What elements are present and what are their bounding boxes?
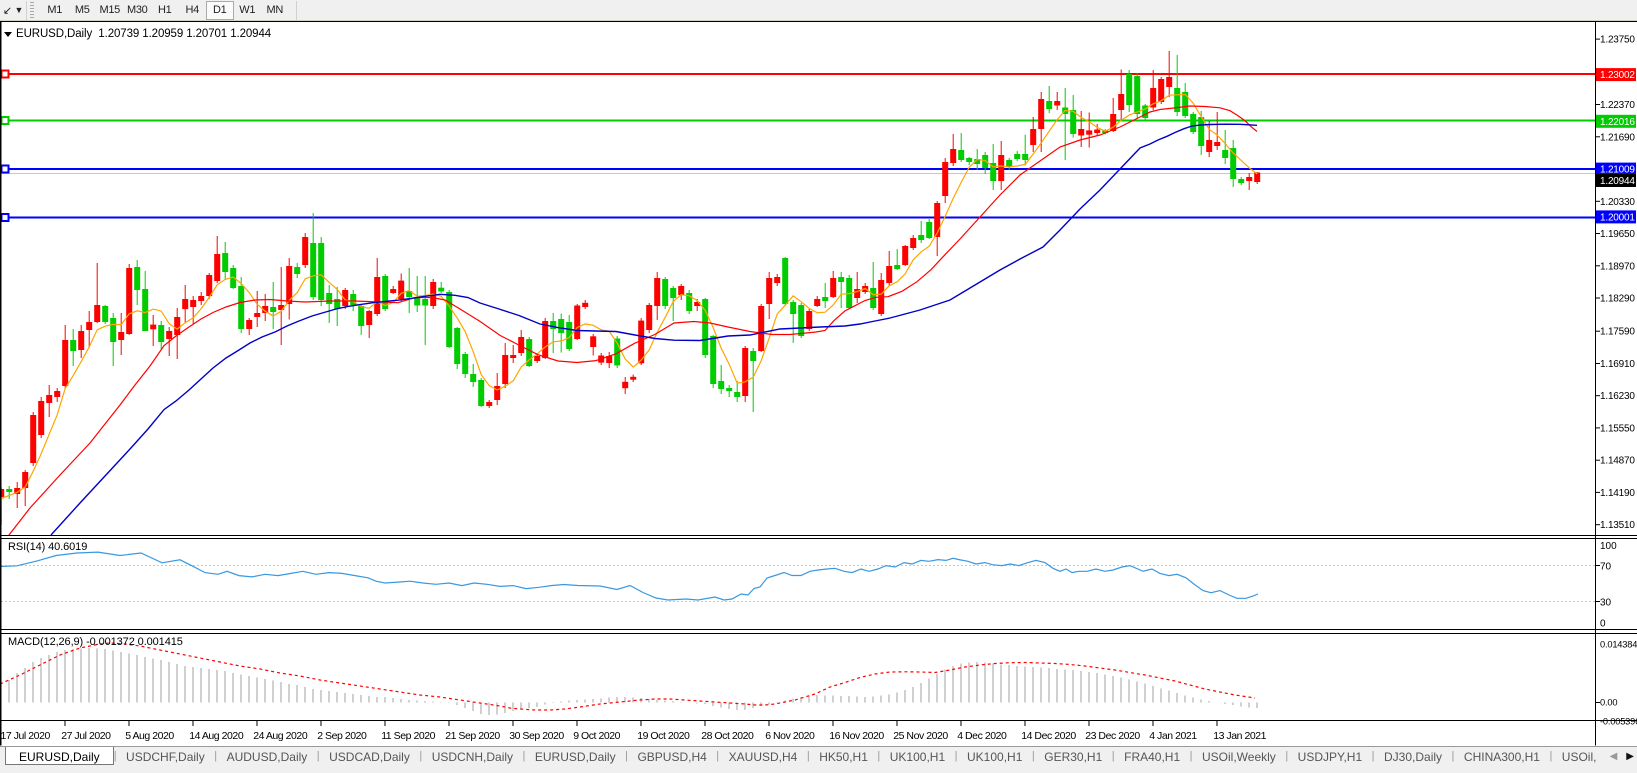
svg-text:24 Aug 2020: 24 Aug 2020 [253,730,308,742]
svg-text:1.14190: 1.14190 [1600,488,1635,499]
svg-text:70: 70 [1600,562,1612,573]
svg-text:17 Jul 2020: 17 Jul 2020 [1,730,51,742]
svg-text:13 Jan 2021: 13 Jan 2021 [1213,730,1266,742]
svg-text:23 Dec 2020: 23 Dec 2020 [1085,730,1140,742]
svg-text:1.22370: 1.22370 [1600,100,1635,111]
svg-text:0.00: 0.00 [1600,698,1617,708]
svg-text:4 Jan 2021: 4 Jan 2021 [1149,730,1197,742]
svg-text:1.16230: 1.16230 [1600,391,1635,402]
svg-text:1.23750: 1.23750 [1600,35,1635,46]
svg-text:1.20001: 1.20001 [1600,212,1635,223]
svg-text:1.17590: 1.17590 [1600,327,1635,338]
svg-text:1.22016: 1.22016 [1600,117,1635,128]
svg-text:-0.005396: -0.005396 [1600,717,1637,727]
svg-text:2 Sep 2020: 2 Sep 2020 [317,730,367,742]
svg-text:25 Nov 2020: 25 Nov 2020 [893,730,948,742]
svg-text:MACD(12,26,9) -0.001372 0.0014: MACD(12,26,9) -0.001372 0.001415 [8,636,183,648]
svg-text:1.14870: 1.14870 [1600,456,1635,467]
svg-text:1.18290: 1.18290 [1600,294,1635,305]
svg-text:19 Oct 2020: 19 Oct 2020 [637,730,690,742]
svg-text:5 Aug 2020: 5 Aug 2020 [125,730,174,742]
svg-text:RSI(14) 40.6019: RSI(14) 40.6019 [8,541,87,553]
svg-text:1.18970: 1.18970 [1600,261,1635,272]
svg-text:1.15550: 1.15550 [1600,423,1635,434]
svg-text:EURUSD,Daily 1.20739 1.20959: EURUSD,Daily 1.20739 1.20959 1.20701 1.2… [16,28,272,40]
svg-text:14 Aug 2020: 14 Aug 2020 [189,730,244,742]
svg-text:1.20944: 1.20944 [1600,176,1635,187]
svg-text:30 Sep 2020: 30 Sep 2020 [509,730,564,742]
svg-text:1.19650: 1.19650 [1600,229,1635,240]
svg-text:16 Nov 2020: 16 Nov 2020 [829,730,884,742]
svg-text:11 Sep 2020: 11 Sep 2020 [381,730,435,742]
svg-text:1.21009: 1.21009 [1600,165,1635,176]
svg-text:0.014384: 0.014384 [1600,640,1637,650]
svg-text:1.20330: 1.20330 [1600,197,1635,208]
svg-text:21 Sep 2020: 21 Sep 2020 [445,730,500,742]
svg-text:14 Dec 2020: 14 Dec 2020 [1021,730,1076,742]
svg-text:100: 100 [1600,541,1617,552]
svg-text:1.16910: 1.16910 [1600,359,1635,370]
svg-text:4 Dec 2020: 4 Dec 2020 [957,730,1007,742]
svg-text:1.23002: 1.23002 [1600,70,1635,81]
svg-text:28 Oct 2020: 28 Oct 2020 [701,730,754,742]
svg-text:1.13510: 1.13510 [1600,520,1635,531]
svg-text:30: 30 [1600,598,1612,609]
svg-text:1.21690: 1.21690 [1600,132,1635,143]
svg-text:0: 0 [1600,619,1606,630]
svg-text:9 Oct 2020: 9 Oct 2020 [573,730,620,742]
svg-text:27 Jul 2020: 27 Jul 2020 [61,730,111,742]
svg-text:6 Nov 2020: 6 Nov 2020 [765,730,815,742]
